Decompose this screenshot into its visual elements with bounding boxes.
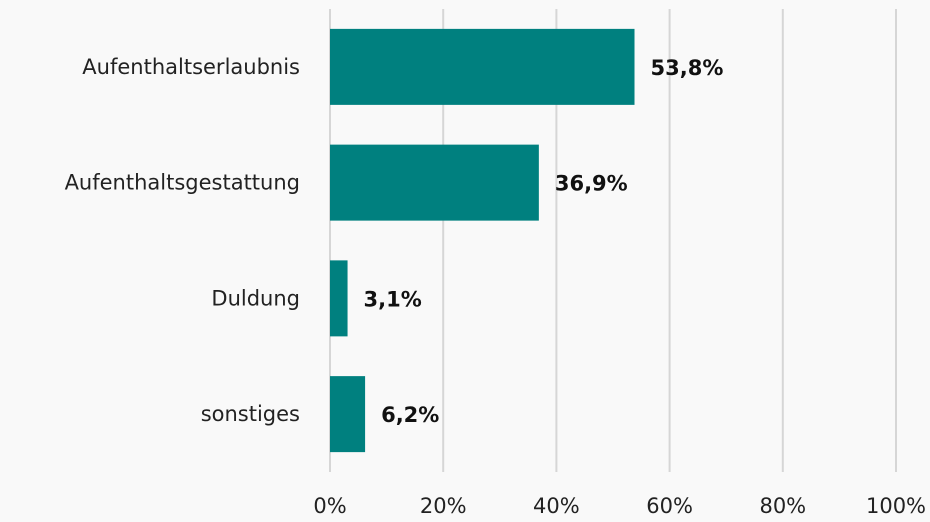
y-tick-label: Duldung	[211, 286, 300, 310]
data-label: 53,8%	[651, 56, 724, 80]
x-tick-label: 40%	[533, 494, 580, 518]
bar	[330, 144, 539, 221]
bar	[330, 376, 366, 453]
x-tick-label: 80%	[759, 494, 806, 518]
x-tick-label: 60%	[646, 494, 693, 518]
y-tick-label: Aufenthaltsgestattung	[65, 171, 300, 195]
y-tick-label: sonstiges	[201, 402, 300, 426]
x-tick-label: 100%	[866, 494, 926, 518]
x-tick-label: 20%	[420, 494, 467, 518]
bar	[330, 260, 348, 337]
data-label: 36,9%	[555, 172, 628, 196]
bar	[330, 28, 635, 105]
data-label: 6,2%	[381, 403, 439, 427]
data-label: 3,1%	[364, 287, 422, 311]
y-tick-label: Aufenthaltserlaubnis	[82, 55, 300, 79]
x-tick-label: 0%	[313, 494, 346, 518]
